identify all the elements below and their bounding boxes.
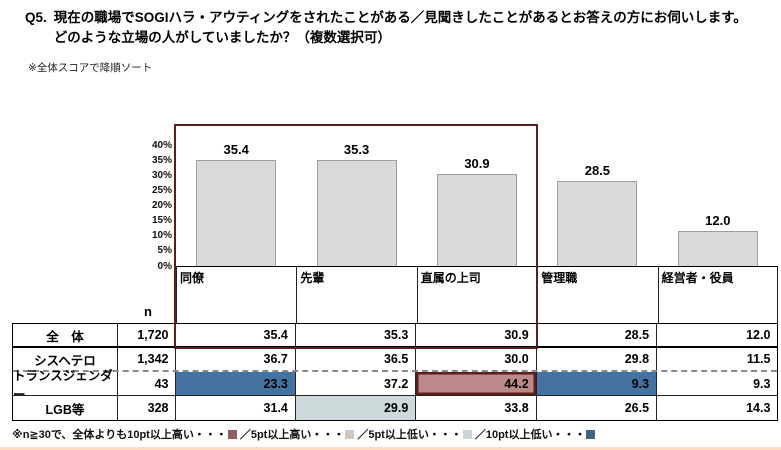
- legend-label: ／10pt以上低い・・・: [474, 429, 586, 441]
- row-data-value: 26.5: [537, 396, 658, 420]
- row-data-value: 9.3: [753, 376, 771, 391]
- row-label: シスヘテロ: [13, 348, 118, 370]
- y-axis-tick: 40%: [151, 139, 172, 151]
- column-separator: [416, 267, 418, 323]
- category-label: 先輩: [300, 271, 325, 285]
- table-row: シスヘテロ 1,342 36.7 36.5 30.0 29.8 11.5: [13, 348, 778, 372]
- row-label: 全 体: [13, 324, 118, 346]
- y-axis-tick: 20%: [151, 200, 172, 211]
- legend-color-swatch: [227, 429, 237, 439]
- question-text: 現在の職場でSOGIハラ・アウティングをされたことがある／見聞きしたことがあると…: [54, 8, 747, 49]
- legend-color-swatch: [462, 429, 472, 439]
- bar-value-label: 35.4: [223, 141, 249, 157]
- bar-value-label: 12.0: [705, 212, 731, 228]
- chart-bar: [437, 173, 517, 267]
- row-n-value: 1,720: [118, 324, 176, 346]
- legend-color-swatch: [586, 429, 596, 439]
- category-label: 管理職: [541, 271, 578, 285]
- row-data-value: 12.0: [746, 328, 771, 342]
- row-data-value: 11.5: [746, 352, 771, 366]
- y-axis-tick: 0%: [157, 260, 172, 272]
- row-data-value: 29.9: [295, 396, 417, 420]
- row-data-value: 37.2: [296, 372, 417, 395]
- row-data-value: 29.8: [537, 348, 658, 370]
- column-separator: [777, 267, 778, 323]
- y-axis-tick: 25%: [151, 184, 172, 196]
- n-column-header: n: [144, 304, 152, 319]
- chart-bar: [316, 160, 397, 267]
- y-axis-tick: 15%: [151, 215, 172, 227]
- row-data-value: 30.0: [416, 348, 537, 370]
- category-label: 経営者・役員: [661, 271, 734, 285]
- row-data-value: 14.3: [746, 401, 771, 415]
- bar-value-label: 28.5: [584, 162, 611, 178]
- question-number: Q5.: [25, 10, 47, 25]
- row-data-value: 31.4: [176, 396, 296, 420]
- row-data-value: 36.5: [296, 348, 417, 370]
- column-separator: [657, 267, 659, 323]
- row-data-value: 36.7: [176, 348, 296, 370]
- x-axis-baseline: [176, 266, 778, 267]
- row-label: トランスジェンダー: [13, 369, 118, 402]
- row-label: LGB等: [13, 396, 118, 420]
- y-axis-tick: 5%: [157, 245, 172, 257]
- y-axis-tick: 10%: [151, 230, 172, 242]
- row-data-value: 30.9: [416, 324, 537, 346]
- table-row: トランスジェンダー 43 23.3 37.2 44.2 9.3 9.3: [13, 369, 778, 402]
- legend-label: ／5pt以上高い・・・: [239, 429, 345, 441]
- legend-label: ※n≧30で、全体よりも10pt以上高い・・・: [12, 429, 227, 441]
- row-data-value: 9.3: [536, 372, 658, 395]
- legend-footnote: ※n≧30で、全体よりも10pt以上高い・・・ ／5pt以上高い・・・ ／5pt以上…: [12, 426, 598, 442]
- data-table: 全 体 1,720 35.4 35.3 30.9 28.5 12.0 シスヘテロ 1,342 36…: [12, 323, 779, 421]
- row-n-value: 43: [118, 372, 176, 395]
- table-row: LGB等 328 31.4 29.9 33.8 26.5 14.3: [13, 396, 777, 420]
- bar-value-label: 35.3: [343, 142, 370, 158]
- category-label: 直属の上司: [420, 271, 481, 285]
- legend-color-swatch: [345, 429, 355, 439]
- question-title: Q5. 現在の職場でSOGIハラ・アウティングをされたことがある／見聞きしたこと…: [25, 8, 747, 49]
- column-separator: [176, 267, 177, 323]
- question-text-line1: 現在の職場でSOGIハラ・アウティングをされたことがある／見聞きしたことがあると…: [53, 10, 747, 25]
- category-label: 同僚: [180, 271, 205, 285]
- table-row: 全 体 1,720 35.4 35.3 30.9 28.5 12.0: [13, 324, 778, 348]
- row-data-value: 23.3: [175, 372, 296, 395]
- row-data-value: 35.3: [296, 324, 417, 346]
- slide-bottom-accent: [0, 447, 781, 450]
- bar-value-label: 30.9: [464, 155, 490, 171]
- row-n-value: 1,342: [118, 348, 176, 370]
- row-data-value: 28.5: [537, 324, 658, 346]
- y-axis-tick: 35%: [151, 154, 172, 166]
- question-text-line2: どのような立場の人がしていましたか？（複数選択可）: [53, 30, 391, 46]
- row-data-value: 35.4: [176, 324, 296, 346]
- row-data-value: 33.8: [416, 396, 537, 420]
- chart-bar: [196, 159, 277, 267]
- chart-bar: [677, 230, 758, 267]
- column-separator: [296, 267, 298, 323]
- y-axis-tick: 30%: [151, 169, 172, 181]
- chart-bar: [557, 180, 638, 267]
- legend-label: ／5pt以上低い・・・: [357, 429, 462, 441]
- column-separator: [537, 267, 539, 323]
- sort-note: ※全体スコアで降順ソート: [28, 62, 153, 74]
- row-n-value: 328: [118, 396, 176, 420]
- row-data-value: 44.2: [416, 372, 537, 395]
